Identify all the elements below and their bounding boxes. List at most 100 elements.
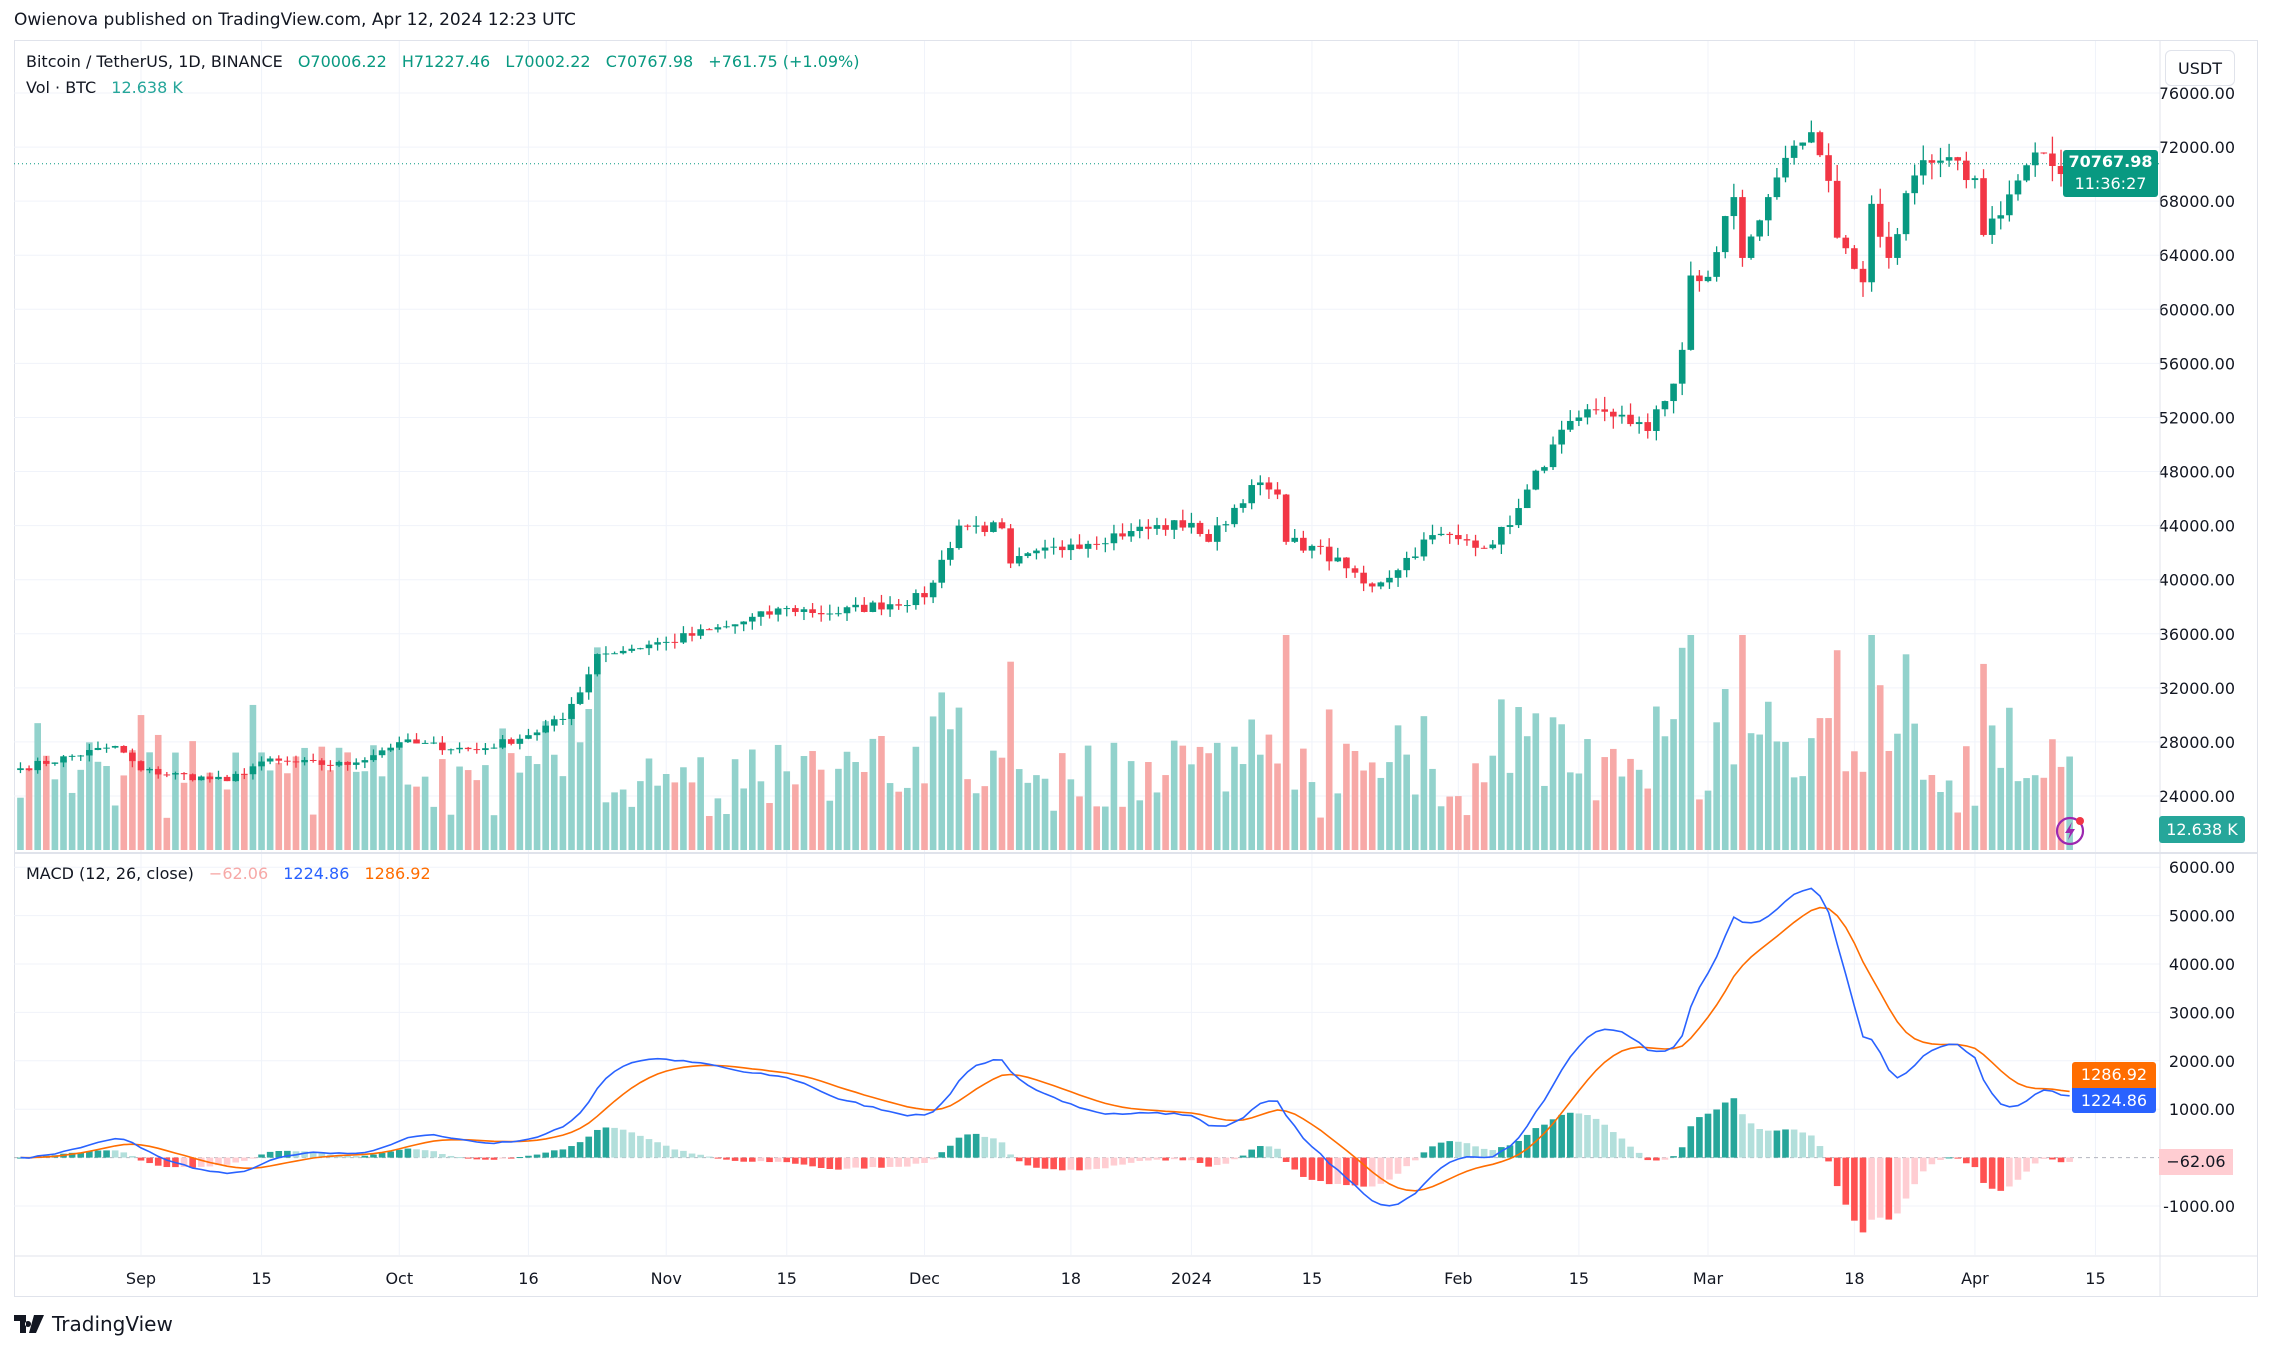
macd-histogram-bar	[1721, 1102, 1729, 1158]
volume-bar	[1687, 635, 1695, 850]
candle-body	[258, 761, 265, 767]
volume-bar	[197, 777, 205, 850]
volume-bar	[421, 776, 429, 850]
macd-pane	[14, 887, 2160, 1233]
candle-body	[981, 525, 989, 532]
macd-histogram-bar	[688, 1153, 696, 1158]
candle-body	[1747, 236, 1755, 258]
candle-body	[137, 761, 145, 771]
volume-legend[interactable]: Vol · BTC 12.638 K	[26, 78, 193, 97]
macd-histogram-bar	[1730, 1098, 1738, 1158]
volume-bar	[1265, 734, 1273, 850]
volume-bar	[1506, 772, 1514, 850]
volume-bar	[318, 746, 326, 850]
volume-bar	[1988, 725, 1996, 850]
volume-bar	[697, 757, 704, 850]
volume-bar	[1067, 779, 1075, 850]
price-tick-label: 24000.00	[2159, 787, 2235, 806]
macd-histogram-bar	[284, 1150, 291, 1158]
candle-body	[1704, 276, 1712, 282]
macd-histogram-bar	[1498, 1147, 1505, 1158]
candle-body	[516, 738, 524, 744]
candle-body	[327, 764, 334, 766]
macd-signal-value: 1286.92	[364, 864, 431, 883]
time-tick-label: 15	[1569, 1269, 1589, 1288]
macd-histogram-bar	[1274, 1148, 1281, 1158]
macd-histogram-bar	[628, 1132, 636, 1158]
candle-body	[1446, 533, 1454, 536]
volume-bar	[912, 746, 920, 850]
volume-bar	[843, 751, 851, 850]
volume-bar	[1704, 790, 1712, 850]
volume-bar	[1007, 661, 1014, 850]
macd-histogram-bar	[154, 1157, 162, 1166]
candle-body	[990, 522, 997, 532]
volume-bar	[757, 781, 765, 850]
candle-body	[1653, 409, 1660, 431]
volume-bar	[998, 757, 1006, 850]
macd-legend[interactable]: MACD (12, 26, close) −62.06 1224.86 1286…	[26, 864, 441, 883]
candle-body	[1162, 525, 1169, 530]
macd-histogram-bar	[1480, 1148, 1488, 1158]
currency-button[interactable]: USDT	[2165, 50, 2235, 86]
macd-histogram-bar	[1566, 1112, 1574, 1158]
volume-bar	[981, 786, 989, 850]
volume-bar	[447, 814, 455, 850]
volume-bar	[602, 802, 610, 850]
volume-bar	[559, 776, 567, 850]
macd-histogram-bar	[309, 1151, 317, 1158]
candle-body	[1007, 528, 1014, 564]
volume-bar	[1532, 713, 1540, 850]
lightning-icon[interactable]	[2054, 815, 2086, 847]
candle-body	[1411, 556, 1419, 558]
candle-body	[490, 747, 498, 749]
volume-bar	[972, 793, 980, 850]
candle-body	[2040, 152, 2048, 154]
macd-histogram-bar	[2014, 1157, 2022, 1180]
volume-bar	[1894, 733, 1901, 850]
candle-body	[206, 776, 214, 780]
volume-bar	[1773, 741, 1781, 850]
bar-countdown: 11:36:27	[2074, 174, 2147, 193]
volume-bar	[1558, 724, 1565, 850]
macd-histogram-bar	[430, 1151, 438, 1158]
macd-histogram-bar	[1575, 1113, 1583, 1158]
candle-body	[1291, 537, 1299, 542]
candle-body	[1041, 547, 1049, 551]
volume-bar	[1971, 805, 1979, 850]
macd-histogram-bar	[783, 1157, 791, 1163]
volume-bar	[637, 781, 644, 850]
volume-bar	[654, 785, 661, 850]
volume-bar	[154, 734, 162, 850]
volume-bar	[611, 792, 618, 850]
macd-histogram-bar	[378, 1152, 386, 1158]
macd-histogram-bar	[1360, 1157, 1367, 1187]
volume-bar	[1937, 792, 1944, 850]
volume-bar	[241, 773, 248, 850]
macd-histogram-bar	[1618, 1138, 1626, 1158]
high-value: H71227.46	[401, 52, 491, 71]
price-tick-label: 44000.00	[2159, 517, 2235, 536]
candle-body	[1257, 482, 1264, 486]
macd-histogram-bar	[533, 1154, 541, 1158]
volume-bar	[929, 716, 937, 850]
symbol-legend[interactable]: Bitcoin / TetherUS, 1D, BINANCE O70006.2…	[26, 52, 870, 71]
candle-body	[34, 760, 41, 771]
footer-logo[interactable]: TradingView	[14, 1312, 173, 1336]
candle-body	[1782, 157, 1789, 178]
candle-body	[1024, 553, 1032, 557]
macd-histogram-bar	[1093, 1157, 1101, 1169]
macd-histogram-bar	[1653, 1157, 1660, 1161]
candle-body	[1851, 248, 1858, 269]
volume-bar	[1515, 707, 1522, 850]
candle-body	[1687, 275, 1695, 350]
volume-bar	[576, 742, 584, 850]
candle-body	[482, 748, 489, 751]
candle-body	[525, 735, 532, 739]
time-tick-label: 15	[1302, 1269, 1322, 1288]
macd-histogram-bar	[2040, 1157, 2048, 1159]
macd-histogram-bar	[490, 1157, 498, 1160]
macd-histogram-bar	[1420, 1152, 1428, 1158]
candle-body	[1119, 533, 1126, 537]
